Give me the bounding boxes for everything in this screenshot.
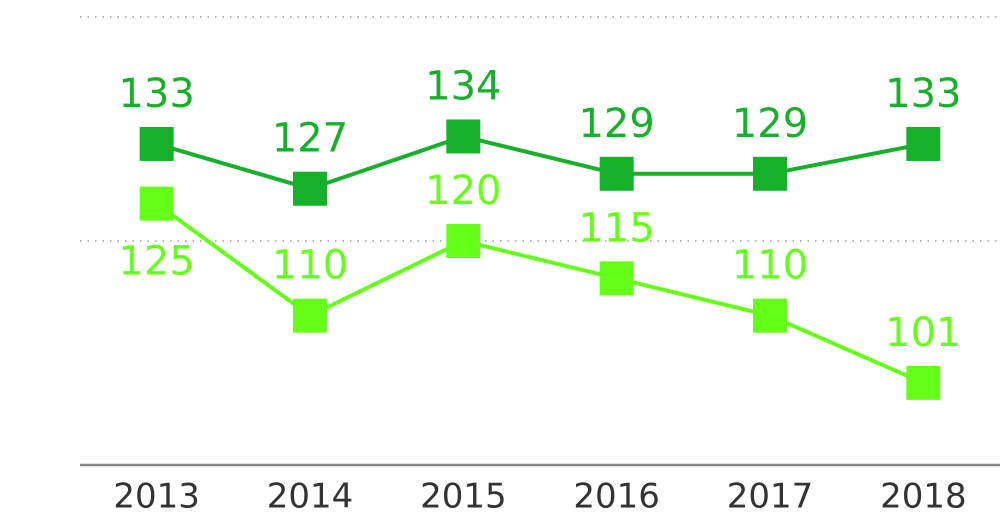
data-label: 110 <box>732 243 808 289</box>
data-label: 125 <box>118 239 194 285</box>
x-tick-label: 2016 <box>573 477 660 517</box>
x-tick-label: 2014 <box>267 477 354 517</box>
series-line <box>155 202 925 385</box>
x-tick-label: 2013 <box>113 477 200 517</box>
x-tick-label: 2015 <box>420 477 507 517</box>
x-tick-label: 2017 <box>727 477 814 517</box>
marker <box>446 224 481 258</box>
data-label: 129 <box>732 101 808 147</box>
marker <box>753 298 787 333</box>
data-label: 115 <box>578 205 654 251</box>
data-label: 101 <box>885 310 961 356</box>
marker <box>906 365 941 400</box>
marker <box>906 126 941 161</box>
marker <box>293 171 327 206</box>
data-label: 134 <box>425 63 501 109</box>
marker <box>599 261 634 296</box>
x-tick-label: 2018 <box>880 477 967 517</box>
data-label: 110 <box>272 243 348 289</box>
marker <box>599 156 634 191</box>
data-label: 129 <box>578 101 654 147</box>
marker <box>293 298 327 333</box>
data-label: 133 <box>118 71 194 117</box>
marker <box>446 119 481 154</box>
marker <box>139 126 174 161</box>
data-label: 127 <box>272 116 348 162</box>
marker <box>139 186 174 221</box>
series-line <box>156 134 924 191</box>
data-label: 133 <box>885 71 961 117</box>
marker <box>753 156 787 191</box>
data-label: 120 <box>425 168 501 214</box>
